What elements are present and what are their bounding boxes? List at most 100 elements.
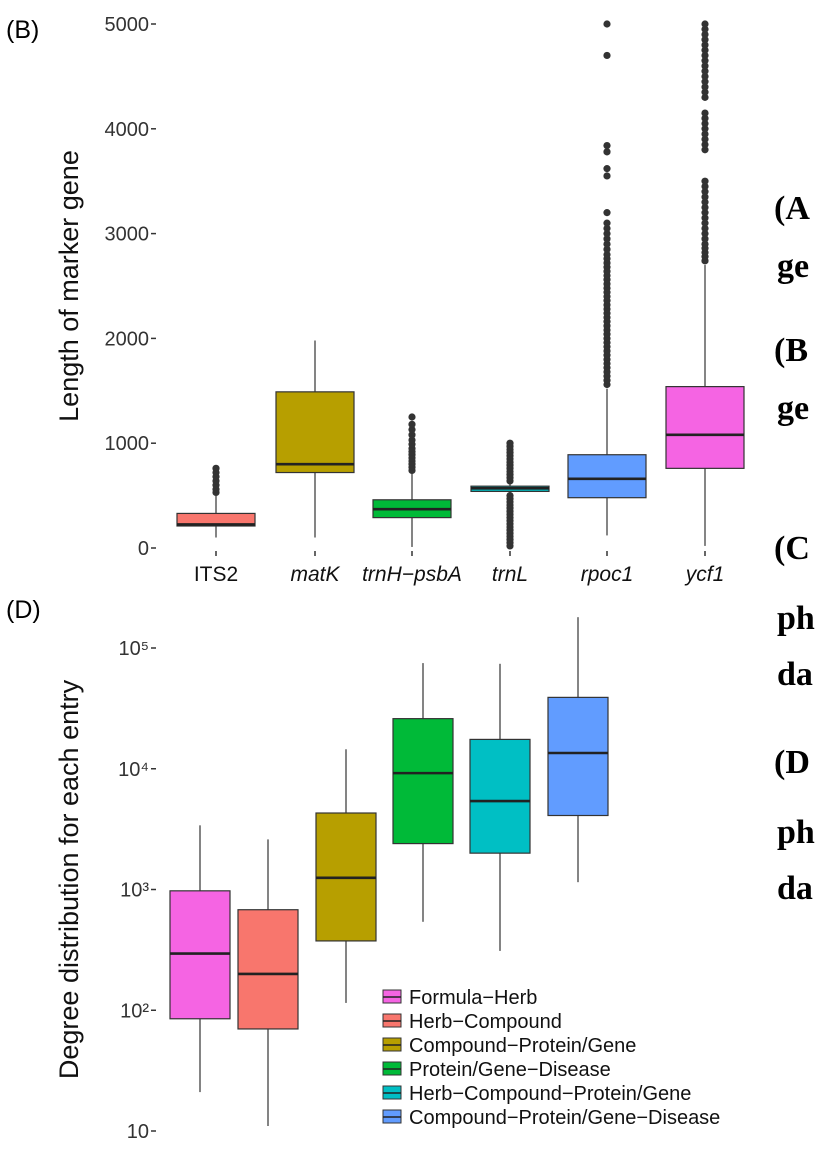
y-tick-label: 1000 <box>105 433 150 455</box>
outlier-point <box>408 431 416 439</box>
panel-b-letter: (B) <box>6 16 40 44</box>
outlier-point <box>701 67 709 75</box>
outlier-point <box>701 83 709 91</box>
outlier-point <box>701 30 709 39</box>
outlier-point <box>408 413 416 421</box>
x-tick-label: rpoc1 <box>581 563 634 586</box>
legend-label: Compound−Protein/Gene <box>409 1035 636 1057</box>
y-axis-label: Length of marker gene <box>54 150 84 422</box>
outlier-point <box>603 224 611 232</box>
side-note-9: ph <box>777 814 815 851</box>
outlier-point <box>701 146 709 154</box>
side-note-4: ge <box>777 390 810 427</box>
outlier-point <box>701 25 709 33</box>
outlier-point <box>701 20 709 28</box>
y-tick-label: 10⁴ <box>118 759 149 781</box>
outlier-point <box>212 464 220 472</box>
outlier-point <box>701 214 709 222</box>
y-tick-label: 10³ <box>120 880 149 902</box>
outlier-point <box>701 177 709 185</box>
outlier-point <box>701 209 709 217</box>
degree-distribution-boxplot: 10 10² 10³ 10⁴ 10⁵ Degree distribution for ea… <box>54 617 720 1143</box>
x-tick-label: ITS2 <box>194 563 238 586</box>
outlier-point <box>506 439 514 447</box>
side-note-6: ph <box>777 600 815 637</box>
outlier-point <box>408 420 416 428</box>
outlier-point <box>603 235 611 243</box>
side-note-8: (D <box>774 744 810 781</box>
outlier-point <box>701 188 709 196</box>
outlier-point <box>701 119 709 128</box>
outlier-point <box>701 240 709 248</box>
y-tick-label: 10 <box>127 1121 149 1143</box>
outlier-point <box>603 245 611 253</box>
x-tick-label: trnH−psbA <box>362 563 462 586</box>
x-tick-label: ycf1 <box>684 563 725 586</box>
outlier-point <box>701 109 709 117</box>
x-tick-label: matK <box>290 563 340 586</box>
side-note-3: (B <box>774 332 808 369</box>
outlier-point <box>701 51 709 60</box>
outlier-point <box>701 182 709 191</box>
outlier-point <box>701 72 709 80</box>
outlier-point <box>603 141 611 150</box>
panel-d-letter: (D) <box>6 596 41 624</box>
outlier-point <box>701 41 709 49</box>
outlier-point <box>603 20 611 28</box>
box <box>469 738 531 854</box>
outlier-point <box>603 230 611 238</box>
box <box>176 512 256 527</box>
y-tick-label: 2000 <box>105 328 150 350</box>
box <box>547 696 609 817</box>
outlier-point <box>506 492 514 500</box>
y-axis-label: Degree distribution for each entry <box>54 679 84 1079</box>
outlier-point <box>408 436 416 444</box>
outlier-point <box>701 88 709 96</box>
outlier-point <box>603 165 611 173</box>
box <box>665 386 745 469</box>
outlier-point <box>701 36 709 44</box>
outlier-point <box>701 235 709 243</box>
outlier-point <box>701 57 709 65</box>
outlier-point <box>603 172 611 180</box>
outlier-point <box>603 250 611 259</box>
side-note-1: (A <box>774 190 810 227</box>
side-note-10: da <box>777 870 813 907</box>
outlier-point <box>701 203 709 211</box>
side-note-7: da <box>777 656 813 693</box>
outlier-point <box>603 240 611 248</box>
outlier-point <box>603 209 611 217</box>
y-tick-label: 10⁵ <box>118 638 149 660</box>
box <box>275 391 355 474</box>
outlier-point <box>701 78 709 86</box>
side-note-2: ge <box>777 248 810 285</box>
side-note-5: (C <box>774 530 810 567</box>
outlier-point <box>701 219 709 227</box>
outlier-point <box>701 230 709 238</box>
outlier-point <box>701 140 709 149</box>
outlier-point <box>701 125 709 133</box>
outlier-point <box>701 130 709 138</box>
box <box>237 909 299 1030</box>
y-tick-label: 0 <box>138 538 149 560</box>
y-tick-label: 10² <box>120 1000 149 1022</box>
outlier-point <box>603 51 611 60</box>
outlier-point <box>603 148 611 156</box>
legend-label: Herb−Compound−Protein/Gene <box>409 1083 691 1105</box>
outlier-point <box>408 425 416 434</box>
outlier-point <box>701 114 709 122</box>
legend-label: Herb−Compound <box>409 1011 562 1033</box>
outlier-point <box>701 62 709 70</box>
outlier-point <box>603 219 611 227</box>
y-tick-label: 4000 <box>105 119 150 141</box>
y-tick-label: 3000 <box>105 224 150 246</box>
outlier-point <box>701 46 709 54</box>
outlier-point <box>701 93 709 101</box>
outlier-point <box>701 198 709 206</box>
y-tick-label: 5000 <box>105 14 150 36</box>
outlier-point <box>701 193 709 201</box>
box <box>567 454 647 499</box>
box <box>392 718 454 845</box>
outlier-point <box>701 224 709 232</box>
